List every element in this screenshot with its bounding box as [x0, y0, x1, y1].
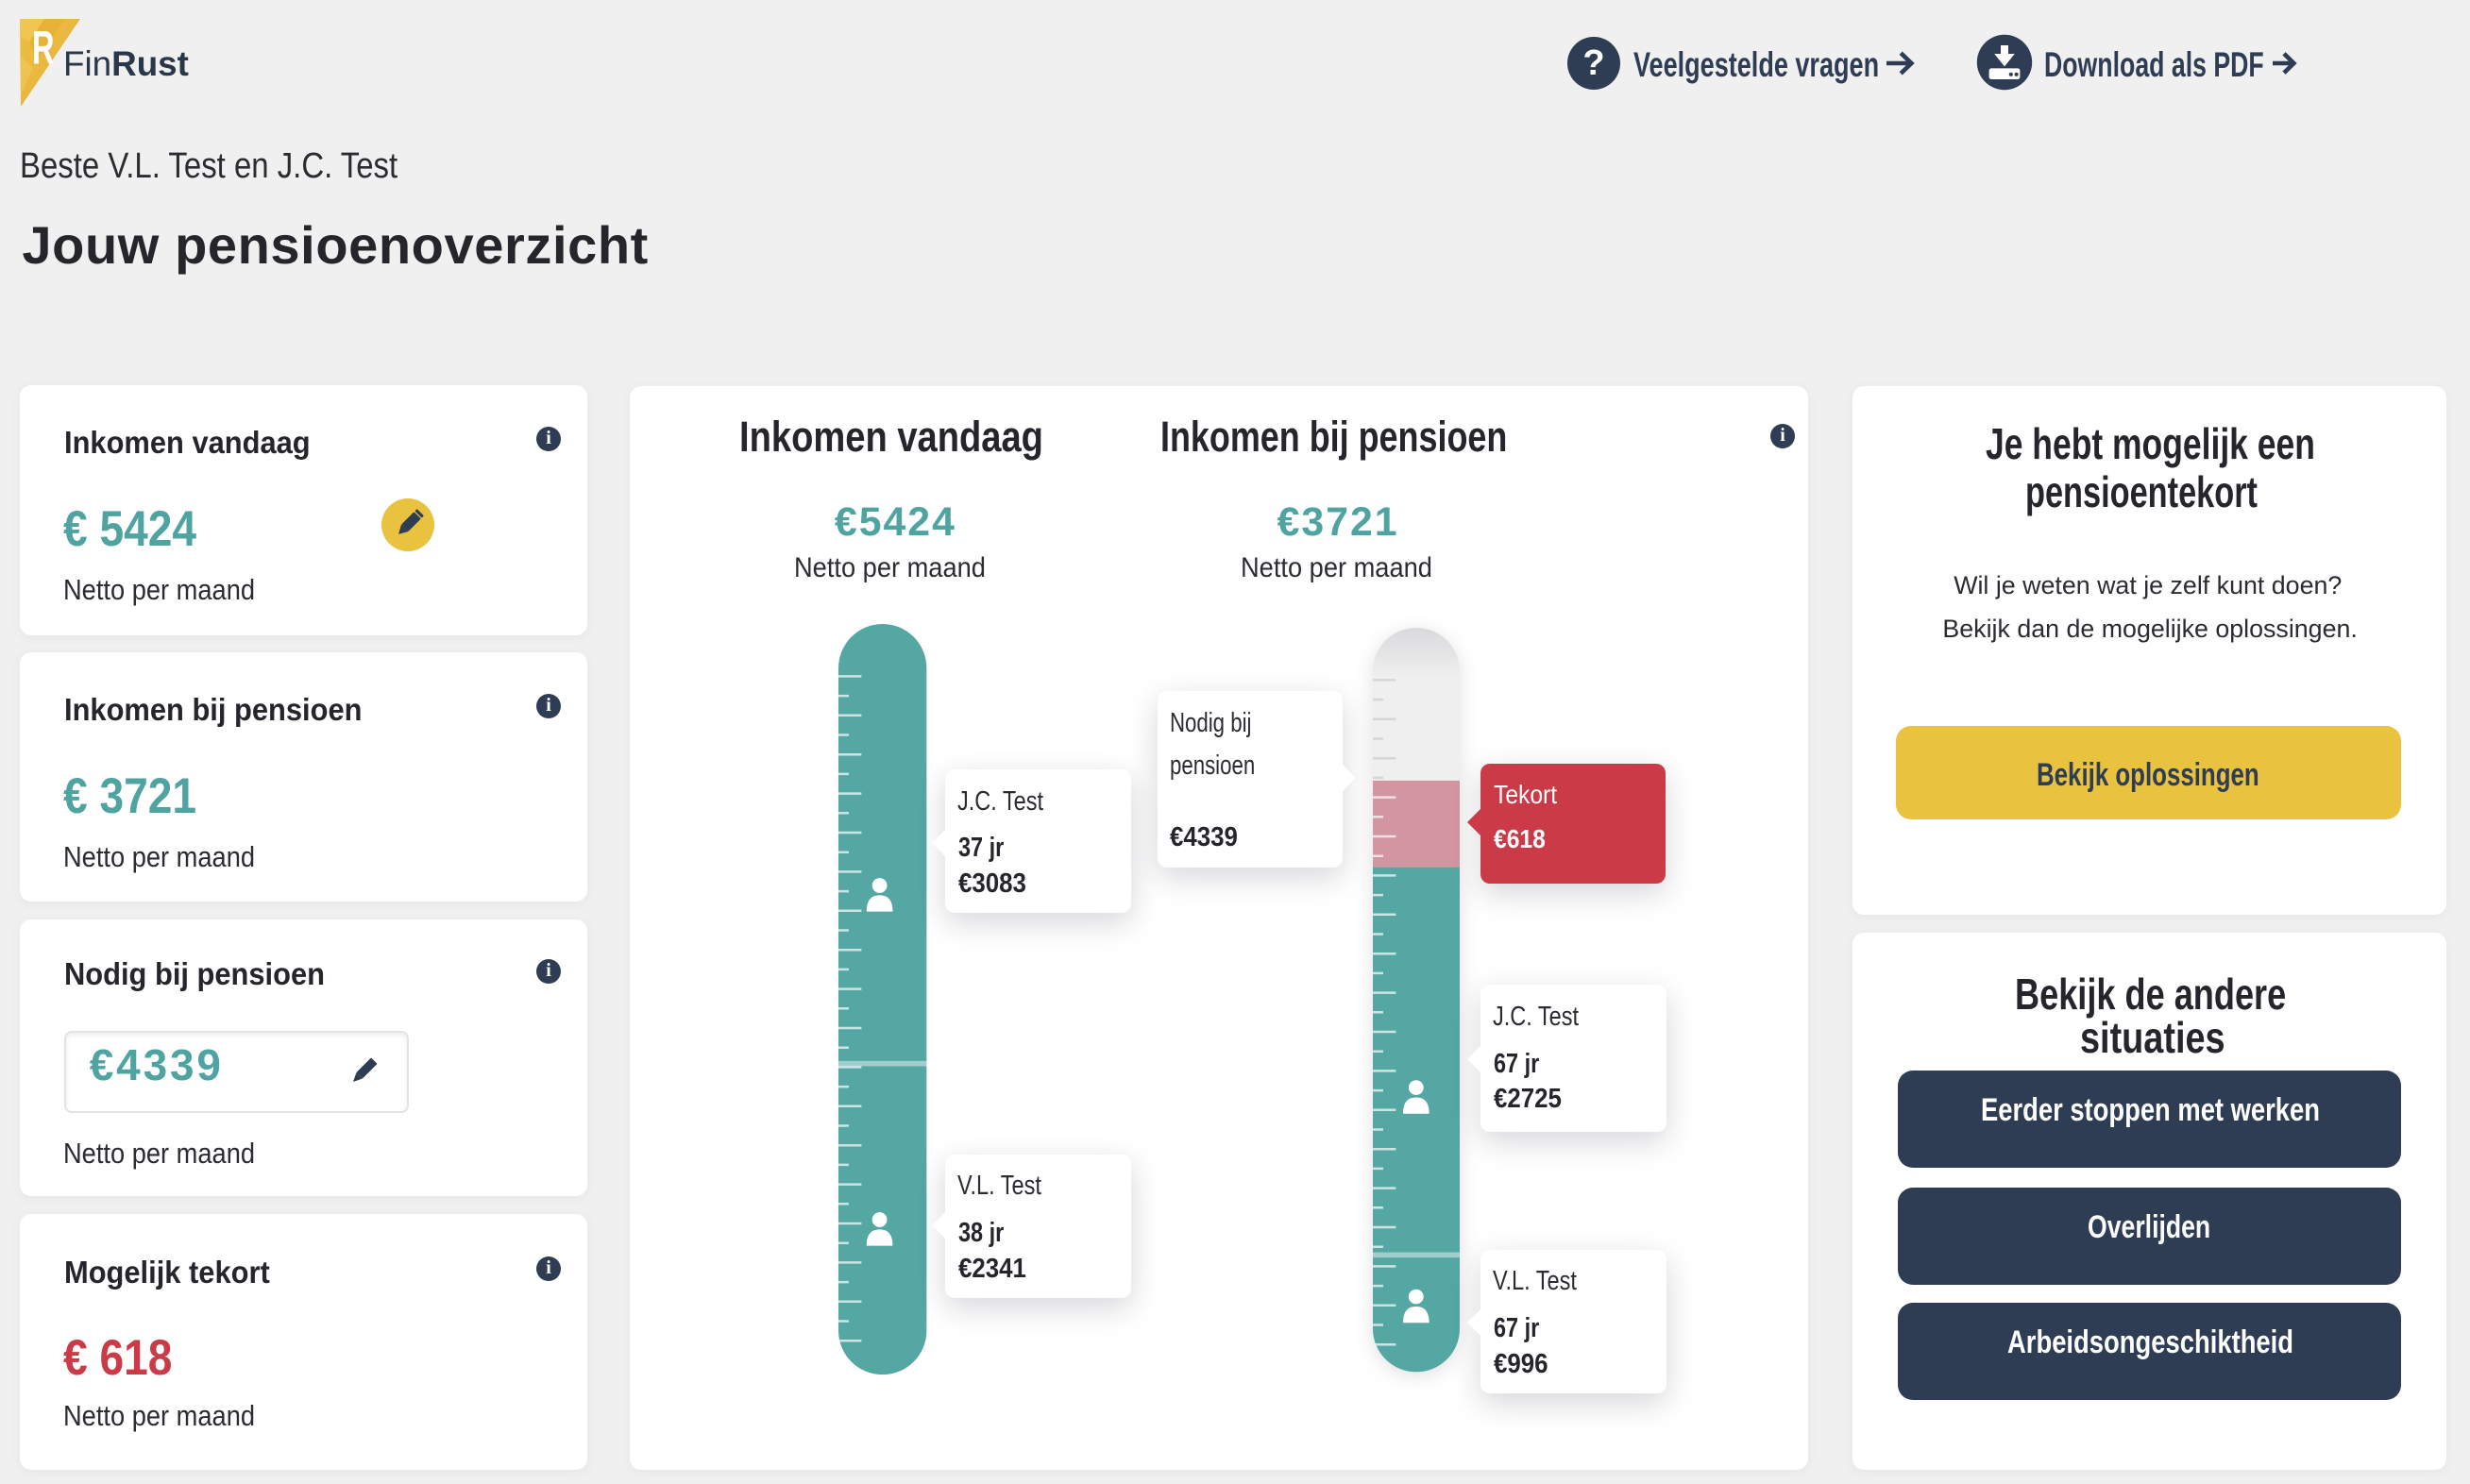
svg-text:R: R — [32, 21, 54, 74]
